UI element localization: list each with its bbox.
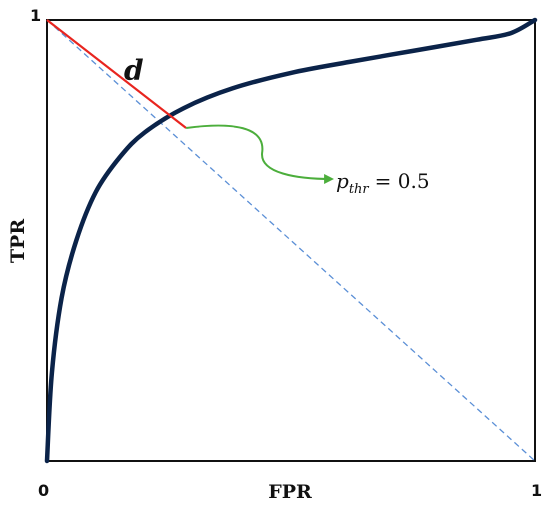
- plot-frame: [46, 19, 536, 462]
- distance-label: d: [124, 54, 144, 87]
- threshold-arrow: [185, 124, 335, 184]
- y-axis-title: TPR: [7, 219, 29, 263]
- distance-d-line: [46, 19, 187, 129]
- threshold-label: pthr = 0.5: [336, 169, 430, 197]
- threshold-value: = 0.5: [375, 169, 430, 193]
- x-tick-0: 0: [38, 481, 49, 500]
- y-tick-1: 1: [30, 6, 41, 25]
- x-tick-1: 1: [531, 481, 542, 500]
- threshold-var: p: [336, 169, 349, 193]
- roc-curve: [44, 17, 538, 464]
- threshold-subscript: thr: [349, 182, 370, 197]
- diagonal-line: [46, 19, 536, 462]
- x-axis-title: FPR: [268, 481, 312, 503]
